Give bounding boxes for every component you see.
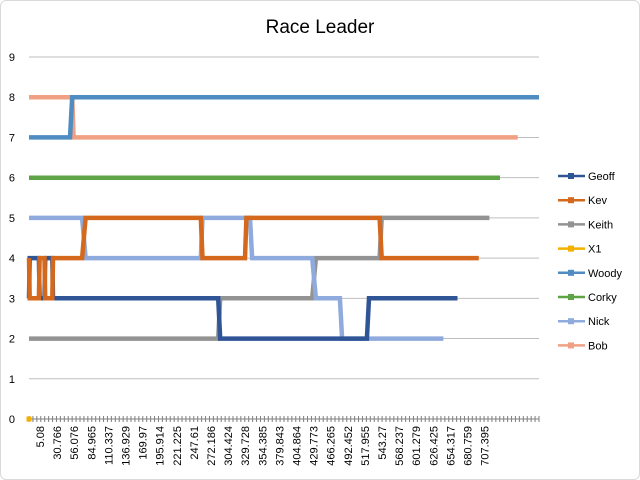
x-tick-label: 195.914 bbox=[155, 426, 167, 466]
y-tick-label-4: 4 bbox=[9, 253, 15, 265]
x-tick-label: 84.965 bbox=[86, 426, 98, 460]
x-tick-label: 272.186 bbox=[206, 426, 218, 466]
legend-marker-keith bbox=[568, 221, 574, 228]
y-tick-label-7: 7 bbox=[9, 132, 15, 144]
series-line-woody bbox=[29, 94, 539, 140]
chart-title: Race Leader bbox=[266, 17, 375, 38]
series-line-keith bbox=[29, 215, 490, 341]
y-tick-label-8: 8 bbox=[9, 92, 15, 104]
legend: Geoff Kev Keith X1 Woody Corky Nick Bob bbox=[558, 171, 623, 352]
x-tick-label: 404.864 bbox=[292, 426, 304, 466]
x-tick-label: 707.395 bbox=[480, 426, 492, 466]
legend-marker-woody bbox=[568, 269, 574, 276]
x-tick-label: 429.773 bbox=[309, 426, 321, 466]
series-line-geoff bbox=[26, 255, 458, 341]
x-tick-label: 247.61 bbox=[189, 426, 201, 460]
y-tick-label-5: 5 bbox=[9, 213, 15, 225]
legend-label-x1: X1 bbox=[588, 244, 601, 256]
x-tick-label: 304.424 bbox=[223, 426, 235, 466]
x-tick-label: 601.279 bbox=[411, 426, 423, 466]
series-point-x1 bbox=[26, 416, 32, 422]
x-tick-label: 466.265 bbox=[326, 426, 338, 466]
x-tick-label: 654.317 bbox=[445, 426, 457, 466]
legend-label-kev: Kev bbox=[588, 195, 607, 207]
x-tick-label: 110.337 bbox=[103, 426, 115, 465]
x-axis: 5.08 30.766 56.076 84.965 110.337 136.929 169.… bbox=[28, 416, 540, 466]
legend-marker-nick bbox=[568, 318, 574, 325]
x-tick-label: 136.929 bbox=[121, 426, 133, 466]
y-tick-label-0: 0 bbox=[9, 414, 15, 426]
legend-marker-corky bbox=[568, 294, 574, 300]
x-tick-label: 517.955 bbox=[360, 426, 372, 466]
x-tick-label: 492.452 bbox=[343, 426, 355, 466]
y-tick-label-2: 2 bbox=[9, 334, 15, 346]
x-tick-label: 680.759 bbox=[463, 426, 475, 466]
legend-label-geoff: Geoff bbox=[588, 171, 616, 183]
series-line-kev bbox=[26, 215, 479, 301]
x-tick-label: 56.076 bbox=[69, 426, 81, 460]
legend-label-keith: Keith bbox=[588, 219, 613, 231]
x-tick-label: 626.425 bbox=[428, 426, 440, 466]
series-lines bbox=[26, 94, 539, 422]
y-tick-label-3: 3 bbox=[9, 293, 15, 305]
legend-label-woody: Woody bbox=[588, 268, 623, 280]
legend-marker-bob bbox=[568, 342, 574, 349]
y-tick-label-9: 9 bbox=[9, 52, 15, 64]
gridlines bbox=[29, 56, 539, 420]
legend-marker-geoff bbox=[568, 173, 574, 179]
x-tick-label: 5.08 bbox=[35, 426, 47, 447]
x-tick-label: 543.27 bbox=[377, 426, 389, 460]
x-tick-label: 379.843 bbox=[274, 426, 286, 466]
y-tick-label-6: 6 bbox=[9, 173, 15, 185]
x-tick-label: 568.237 bbox=[394, 426, 406, 466]
legend-label-corky: Corky bbox=[588, 292, 617, 304]
x-tick-label: 221.225 bbox=[172, 426, 184, 466]
legend-label-nick: Nick bbox=[588, 316, 610, 328]
x-tick-label: 169.97 bbox=[138, 426, 150, 460]
x-tick-label: 30.766 bbox=[52, 426, 64, 460]
legend-marker-kev bbox=[568, 197, 574, 204]
x-tick-label: 329.728 bbox=[240, 426, 252, 466]
y-axis-ticks: 0 1 2 3 4 5 6 7 8 9 bbox=[9, 52, 15, 426]
y-tick-label-1: 1 bbox=[9, 374, 15, 386]
legend-label-bob: Bob bbox=[588, 340, 608, 352]
series-line-bob bbox=[29, 94, 518, 140]
x-tick-label: 354.385 bbox=[257, 426, 269, 466]
legend-marker-x1 bbox=[568, 245, 574, 252]
